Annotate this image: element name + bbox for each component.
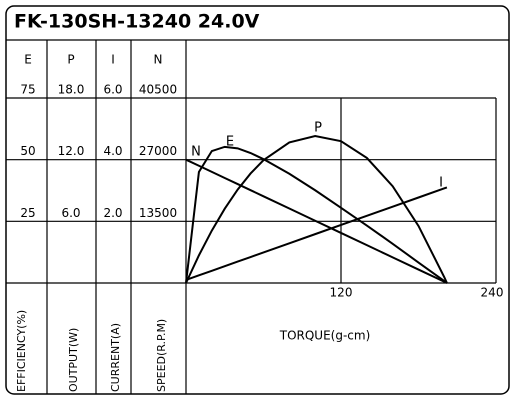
column-header: I — [111, 53, 115, 67]
y-tick-label: 4.0 — [103, 144, 122, 158]
axis-label: SPEED(R.P.M) — [155, 319, 168, 392]
y-tick-label: 13500 — [139, 206, 177, 220]
axis-label: OUTPUT(W) — [67, 328, 80, 392]
column-header: N — [154, 53, 163, 67]
curve-label: N — [191, 145, 201, 160]
axis-label: EFFICIENCY(%) — [15, 310, 28, 392]
y-tick-label: 27000 — [139, 144, 177, 158]
chart-title: FK-130SH-13240 24.0V — [14, 11, 260, 33]
y-tick-label: 12.0 — [58, 144, 85, 158]
curve — [185, 135, 448, 284]
y-tick-label: 75 — [20, 83, 35, 97]
x-tick-label: 240 — [481, 286, 504, 300]
curve-label: P — [314, 121, 322, 136]
column-header: P — [67, 53, 74, 67]
y-tick-label: 25 — [20, 206, 35, 220]
curve-label: E — [226, 135, 234, 150]
x-axis-label: TORQUE(g-cm) — [279, 329, 371, 343]
y-tick-label: 6.0 — [103, 83, 122, 97]
y-tick-label: 50 — [20, 144, 35, 158]
frame — [5, 5, 510, 395]
column-header: E — [24, 53, 32, 67]
curve — [185, 145, 448, 284]
y-tick-label: 18.0 — [58, 83, 85, 97]
curve — [185, 186, 448, 281]
curve — [185, 158, 448, 284]
axis-label: CURRENT(A) — [109, 323, 122, 392]
x-tick-label: 120 — [330, 286, 353, 300]
y-tick-label: 2.0 — [103, 206, 122, 220]
y-tick-label: 6.0 — [61, 206, 80, 220]
curve-label: I — [439, 176, 443, 191]
y-tick-label: 40500 — [139, 83, 177, 97]
